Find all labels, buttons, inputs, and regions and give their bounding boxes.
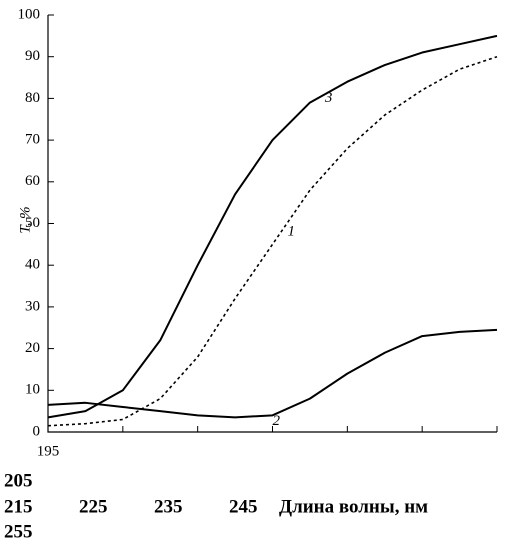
curve <box>47 55 498 427</box>
y-tick-label: 50 <box>25 215 40 231</box>
y-tick-label: 40 <box>25 257 40 273</box>
y-tick-label: 20 <box>25 340 40 356</box>
curve <box>47 34 498 419</box>
curve <box>47 328 498 419</box>
y-tick-label: 80 <box>25 90 40 106</box>
y-tick-label: 100 <box>18 6 41 22</box>
y-tick-label: 70 <box>25 132 40 148</box>
x-tick-label: 215 <box>4 496 33 517</box>
y-tick-label: 10 <box>25 382 40 398</box>
y-tick-label: 30 <box>25 298 40 314</box>
curve-label: 3 <box>324 90 333 106</box>
x-tick-label: 255 <box>4 521 33 542</box>
axis-frame <box>47 15 497 433</box>
y-tick-label: 0 <box>33 423 41 439</box>
y-tick-label: 60 <box>25 173 40 189</box>
x-tick-label: 225 <box>79 496 108 517</box>
y-tick-label: 90 <box>25 48 40 64</box>
curve-label: 1 <box>287 223 295 239</box>
y-axis-label: T, % <box>17 206 33 233</box>
x-tick-label: 205 <box>4 470 33 491</box>
x-tick-label: 235 <box>154 496 183 517</box>
curve-label: 2 <box>273 413 281 429</box>
x-axis-label: Длина волны, нм <box>279 496 428 517</box>
x-tick-label: 195 <box>37 443 60 459</box>
x-tick-label: 245 <box>229 496 258 517</box>
